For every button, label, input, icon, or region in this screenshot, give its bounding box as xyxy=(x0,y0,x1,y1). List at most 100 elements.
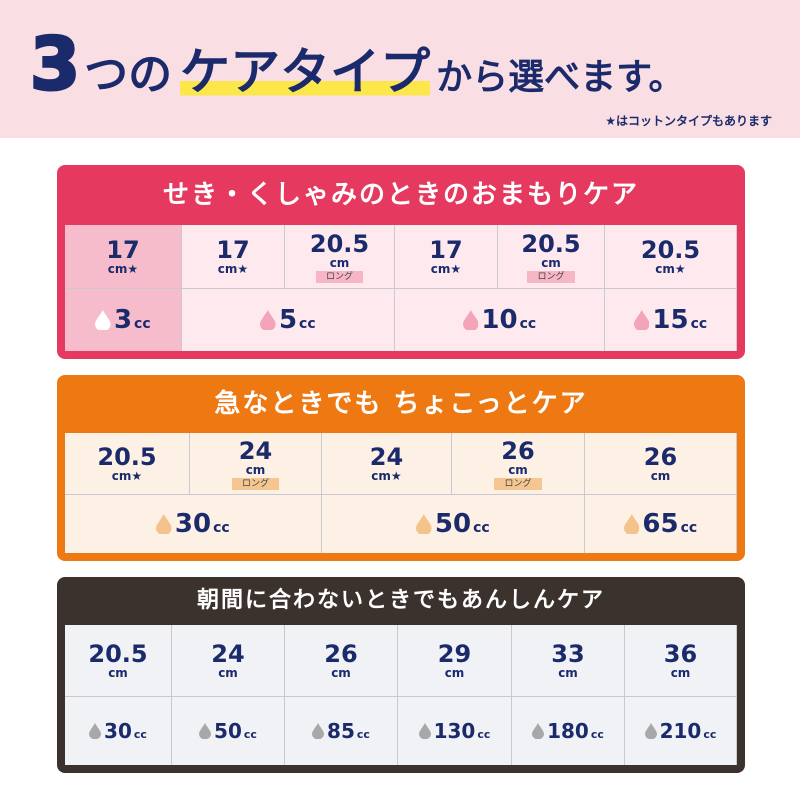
capacity-value: 10 xyxy=(481,305,518,335)
capacity-unit: cc xyxy=(134,316,151,332)
size-cell: 17 cm★ xyxy=(182,225,285,289)
section: 急なときでも ちょこっとケア 20.5 cm★ 24 cm ロング 24 cm★ 26 cm ロング… xyxy=(57,375,745,561)
size-unit-row: cm xyxy=(245,462,266,477)
capacity-value: 50 xyxy=(214,719,242,743)
size-length: 17 xyxy=(106,236,140,264)
size-unit-row: cm xyxy=(330,256,350,270)
capacity: 30 cc xyxy=(104,719,147,743)
size-unit: cm xyxy=(111,469,132,483)
capacity-unit: cc xyxy=(477,728,491,741)
size-unit: cm xyxy=(430,262,451,276)
size-unit: cm xyxy=(655,262,675,276)
size-length: 20.5 xyxy=(88,640,148,668)
size-cell: 24 cm ロング xyxy=(190,433,322,495)
size-length: 36 xyxy=(663,640,698,668)
capacity-cell: 50 cc xyxy=(322,495,585,553)
capacity-unit: cc xyxy=(703,728,717,741)
size-cell: 26 cm xyxy=(285,625,398,697)
drop-icon xyxy=(644,723,657,739)
capacity-value: 3 xyxy=(113,305,133,335)
capacity: 15 cc xyxy=(652,305,707,335)
drop-icon xyxy=(89,723,102,739)
size-unit-row: cm xyxy=(218,667,238,680)
capacity: 85 cc xyxy=(327,719,370,743)
capacity-cell: 5 cc xyxy=(182,289,395,351)
capacity: 5 cc xyxy=(279,305,316,335)
capacity-value: 30 xyxy=(174,509,212,539)
size-length: 20.5 xyxy=(97,443,157,471)
drop-icon xyxy=(260,309,276,331)
size-length: 20.5 xyxy=(309,229,370,258)
cotton-star: ★ xyxy=(390,469,402,483)
capacity-unit: cc xyxy=(243,728,257,741)
cotton-star: ★ xyxy=(127,262,139,276)
drop-icon xyxy=(416,513,432,535)
size-unit-row: cm xyxy=(671,667,691,680)
size-unit: cm xyxy=(107,262,128,276)
size-length: 20.5 xyxy=(521,229,581,258)
title-highlight: ケアタイプ xyxy=(180,32,431,104)
drop-icon xyxy=(312,723,325,739)
capacity: 30 cc xyxy=(175,509,230,539)
capacity-value: 85 xyxy=(327,719,355,743)
capacity: 65 cc xyxy=(642,509,697,539)
size-unit: cm xyxy=(331,666,351,680)
capacity-cell: 3 cc xyxy=(65,289,182,351)
size-unit: cm xyxy=(444,666,465,680)
capacity-value: 210 xyxy=(659,719,702,743)
size-unit-row: cm xyxy=(331,667,351,680)
cotton-star: ★ xyxy=(237,262,249,276)
capacity-unit: cc xyxy=(473,520,490,536)
capacity-cell: 85 cc xyxy=(285,697,398,765)
size-unit-row: cm xyxy=(508,463,528,477)
long-tag: ロング xyxy=(527,270,575,283)
size-length: 26 xyxy=(643,443,678,471)
size-unit-row: cm xyxy=(558,667,578,680)
size-unit: cm xyxy=(650,469,671,483)
capacity-value: 5 xyxy=(278,305,298,335)
size-length: 33 xyxy=(551,640,585,668)
long-tag: ロング xyxy=(315,270,363,283)
capacity: 50 cc xyxy=(435,509,490,539)
drop-icon xyxy=(623,513,640,535)
size-unit: cm xyxy=(245,462,266,477)
note-star: ★ xyxy=(605,114,616,128)
capacity-unit: cc xyxy=(213,520,230,536)
size-unit-row: cm★ xyxy=(371,470,401,483)
capacity: 50 cc xyxy=(214,719,257,743)
capacity-unit: cc xyxy=(590,728,604,741)
size-unit-row: cm★ xyxy=(112,470,142,483)
capacity-cell: 210 cc xyxy=(625,697,737,765)
capacity: 3 cc xyxy=(114,305,151,335)
size-unit-row: cm xyxy=(651,470,671,483)
capacity-cell: 30 cc xyxy=(65,495,322,553)
capacity-cell: 65 cc xyxy=(585,495,737,553)
cotton-star: ★ xyxy=(131,469,143,483)
capacity-value: 130 xyxy=(433,719,476,743)
capacity-cell: 50 cc xyxy=(172,697,285,765)
drop-icon xyxy=(199,723,212,739)
cotton-star: ★ xyxy=(674,262,686,276)
size-cell: 24 cm xyxy=(172,625,285,697)
size-unit-row: cm xyxy=(108,667,128,680)
size-cell: 17 cm★ xyxy=(395,225,498,289)
size-unit: cm xyxy=(670,666,691,680)
size-length: 24 xyxy=(238,436,273,465)
size-cell: 29 cm xyxy=(398,625,512,697)
header: 3 つの ケアタイプ から選べます。 ★はコットンタイプもあります xyxy=(0,0,800,138)
long-tag: ロング xyxy=(494,477,542,490)
capacity-unit: cc xyxy=(680,520,698,536)
size-cell: 20.5 cm★ xyxy=(65,433,190,495)
size-cell: 33 cm xyxy=(512,625,625,697)
size-unit-row: cm xyxy=(445,667,465,680)
long-tag: ロング xyxy=(231,477,279,490)
size-cell: 20.5 cm ロング xyxy=(498,225,605,289)
capacity-unit: cc xyxy=(133,728,147,741)
size-length: 17 xyxy=(216,236,250,264)
size-length: 24 xyxy=(369,443,404,471)
size-cell: 20.5 cm xyxy=(65,625,172,697)
size-cell: 26 cm xyxy=(585,433,737,495)
capacity: 210 cc xyxy=(660,719,717,743)
size-cell: 20.5 cm ロング xyxy=(285,225,395,289)
